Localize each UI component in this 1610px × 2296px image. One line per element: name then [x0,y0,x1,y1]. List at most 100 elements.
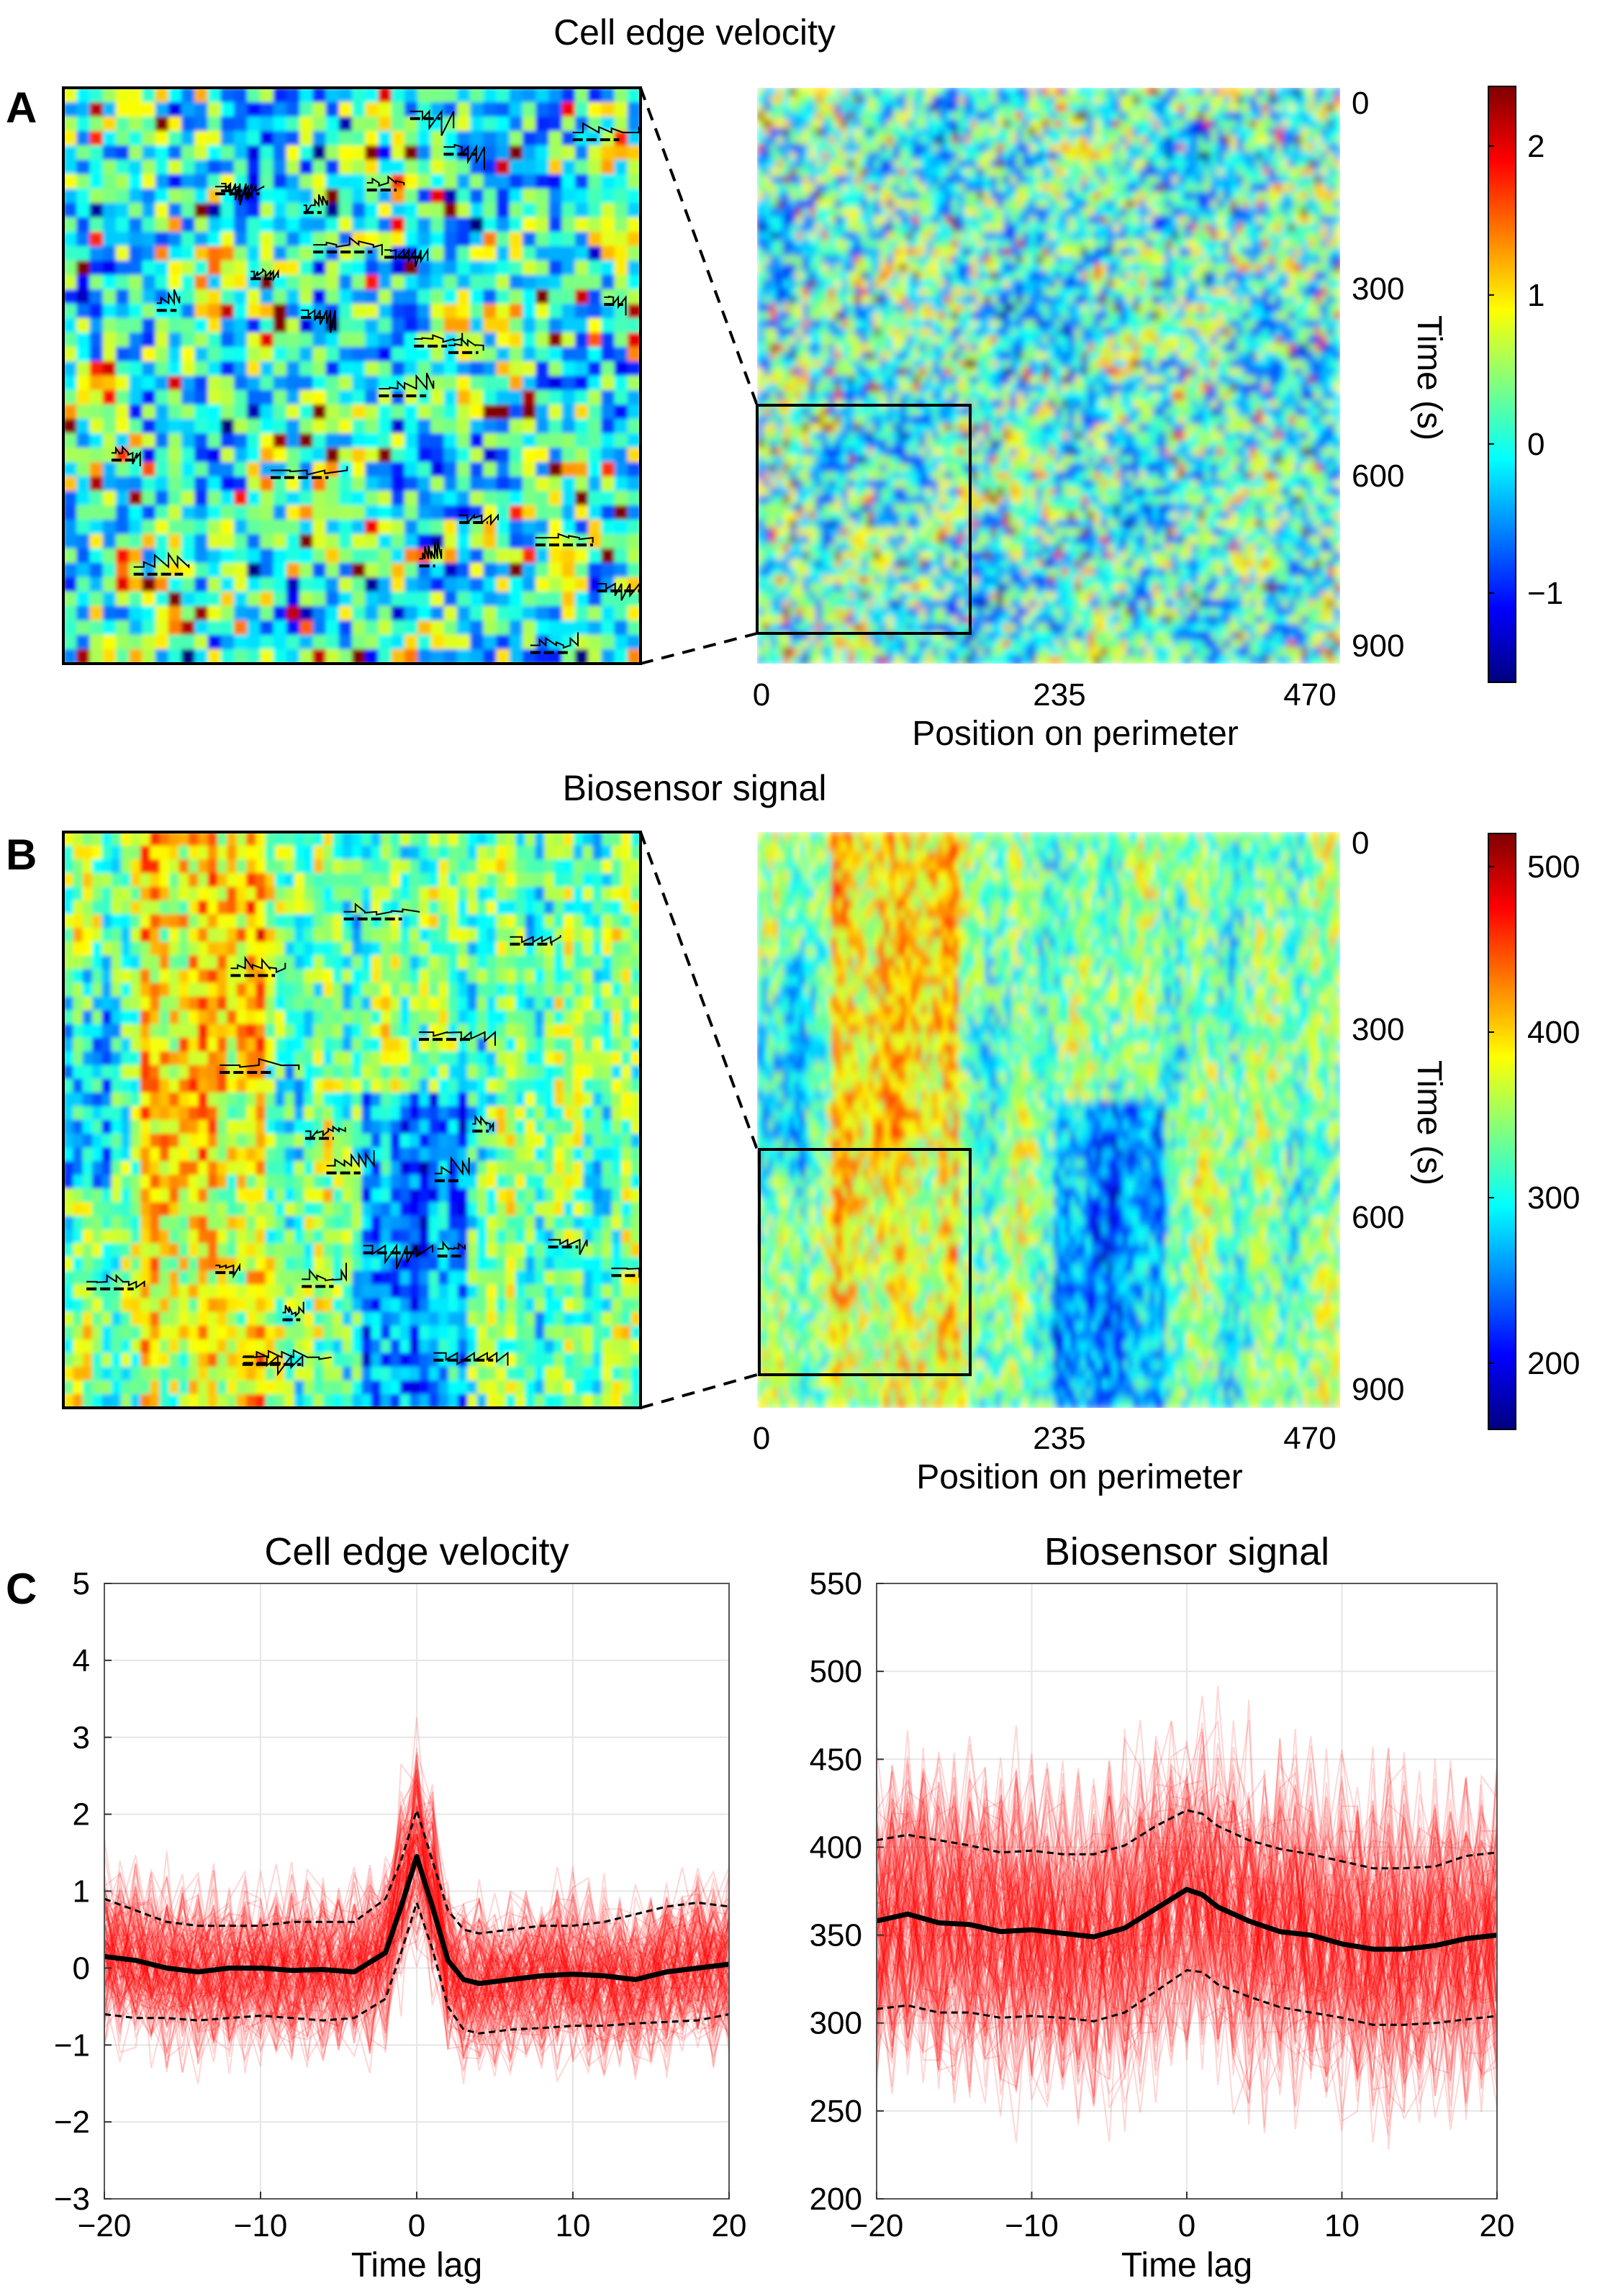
panel-c-biosensor-ytick-label: 350 [810,1918,862,1953]
panel-c-velocity-ytick-label: 3 [73,1720,90,1755]
panel-c-biosensor-trace [877,1804,1497,2087]
panel-c-velocity-trace [104,1843,729,2071]
panel-c-biosensor-trace [877,1762,1497,2103]
panel-c-biosensor-trace [877,1779,1497,2102]
panel-c-biosensor-trace [877,1743,1497,2064]
panel-c-biosensor-trace [877,1779,1497,2098]
panel-c-velocity-trace [104,1828,729,2057]
panel-c-velocity-lower-band [104,1899,730,2035]
panel-c-biosensor-trace [877,1804,1497,2071]
panel-c-velocity-trace [104,1827,729,2042]
panel-a-zoom-connector-top [639,87,759,406]
panel-a-zoom-connector-bottom [640,632,758,665]
panel-c-velocity-trace [104,1822,729,2053]
panel-c-velocity-xtick-label: 10 [556,2208,591,2243]
panel-c-biosensor-trace [877,1760,1497,2090]
panel-c-biosensor-trace [877,1729,1497,2079]
panel-a-ytick: 300 [1352,271,1404,307]
panel-c-velocity-trace [104,1832,729,2041]
panel-a-colorbar-tick-label: −1 [1527,576,1563,611]
panel-c-biosensor-trace [877,1768,1497,2105]
panel-c-biosensor-trace [877,1776,1497,2039]
panel-c-velocity-trace [104,1846,729,2076]
panel-c-biosensor-mean-line [876,1886,1498,1952]
panel-c-velocity-trace [104,1833,729,2071]
panel-c-biosensor-trace [877,1766,1497,2125]
panel-c-biosensor-trace [877,1808,1497,2048]
panel-c-biosensor-trace [877,1736,1497,2091]
panel-c-velocity-trace [104,1872,729,2075]
panel-c-velocity-trace [104,1826,729,2036]
panel-c-velocity-trace [104,1793,729,2044]
panel-a-ytick: 600 [1352,458,1404,494]
panel-b-zoom-heatmap [63,832,641,1408]
panel-c-biosensor-trace [877,1768,1497,2076]
panel-c-biosensor-trace [877,1793,1497,2127]
panel-c-velocity-trace [104,1848,729,2066]
panel-b-zoom-connector-top [639,831,759,1150]
panel-c-velocity-trace [104,1832,729,2069]
panel-c-velocity-trace [104,1755,729,2048]
panel-c-biosensor-trace [877,1757,1497,2043]
panel-c-biosensor-trace [877,1777,1497,2108]
panel-c-biosensor-trace [877,1798,1497,2078]
panel-c-velocity-trace [104,1785,729,2054]
panel-c-biosensor-trace [877,1736,1497,2085]
panel-c-velocity-trace [104,1832,729,2048]
panel-c-velocity-trace [104,1760,729,2074]
panel-c-biosensor-trace [877,1719,1497,2089]
panel-c-velocity-xtick-label: −20 [78,2208,132,2243]
panel-c-biosensor-trace [877,1753,1497,2028]
panel-c-biosensor-trace [877,1753,1497,2065]
panel-c-velocity-trace [104,1833,729,2084]
panel-c-velocity-trace [104,1837,729,2074]
panel-c-velocity-trace [104,1840,729,2031]
panel-c-velocity-trace [104,1853,729,2029]
panel-c-velocity-trace [104,1820,729,2061]
panel-c-biosensor-trace [877,1735,1497,2105]
panel-c-biosensor-trace [877,1779,1497,2102]
panel-a-heatmap-image [757,88,1340,664]
panel-c-velocity-trace [104,1805,729,2037]
panel-c-velocity-xtick-label: 0 [408,2208,425,2243]
panel-b-zoom-image [63,832,641,1408]
panel-c-velocity-trace [104,1791,729,2067]
panel-c-velocity-trace [104,1891,729,2073]
panel-c-velocity-trace [104,1833,729,2045]
panel-c-biosensor-xtick-label: 20 [1480,2208,1515,2243]
panel-c-biosensor-trace [877,1776,1497,2081]
panel-c-biosensor-trace [877,1719,1497,2073]
panel-c-biosensor-trace [877,1762,1497,2077]
panel-c-velocity-trace [104,1879,729,2057]
panel-c-velocity-trace [104,1814,729,2027]
panel-b-xtick: 470 [1283,1421,1336,1456]
panel-c-velocity-trace [104,1863,729,2073]
panel-c-velocity-trace [104,1770,729,2052]
panel-c-velocity-trace [104,1775,729,2029]
panel-c-biosensor-ytick-label: 500 [810,1654,862,1689]
panel-a-zoom-image [63,88,641,664]
panel-c-biosensor-trace [877,1774,1497,2103]
panel-c-biosensor-trace [877,1788,1497,2106]
panel-c-biosensor-trace [877,1794,1497,2065]
panel-c-biosensor-trace [877,1738,1497,2058]
panel-c-velocity-trace [104,1717,729,2059]
panel-c-velocity-trace [104,1814,729,2042]
panel-c-biosensor-trace [877,1768,1497,2071]
panel-b-title: Biosensor signal [563,768,827,808]
panel-c-velocity-trace [104,1752,729,2071]
panel-a-colorbar-tick-label: 0 [1527,427,1545,462]
panel-c-velocity-trace [104,1843,729,2028]
panel-c-velocity-trace [104,1766,729,2049]
panel-c-biosensor-trace [877,1766,1497,2118]
panel-c-velocity-ytick-label: 1 [73,1874,90,1909]
panel-c-biosensor-trace [877,1797,1497,2115]
panel-c-velocity-trace [104,1775,729,2084]
panel-c-velocity-trace [104,1871,729,2054]
panel-c-biosensor-trace [877,1791,1497,2133]
panel-b-colorbar [1488,833,1516,1430]
panel-b-zoom-frame [62,831,642,1409]
panel-c-biosensor-trace [877,1789,1497,2103]
panel-c-biosensor-trace [877,1796,1497,2084]
panel-c-biosensor-trace [877,1766,1497,2038]
